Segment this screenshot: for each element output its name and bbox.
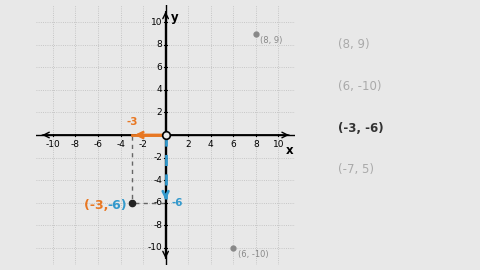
Text: -6: -6 (94, 140, 103, 149)
Text: (8, 9): (8, 9) (338, 38, 370, 51)
Text: -8: -8 (153, 221, 162, 230)
Text: -2: -2 (153, 153, 162, 162)
Text: -10: -10 (46, 140, 60, 149)
Text: -6: -6 (171, 198, 183, 208)
Text: (6, -10): (6, -10) (338, 80, 382, 93)
Text: 6: 6 (230, 140, 236, 149)
Text: 4: 4 (208, 140, 214, 149)
Text: (-3,: (-3, (84, 200, 113, 212)
Text: 10: 10 (151, 18, 162, 27)
Text: 4: 4 (156, 85, 162, 94)
Text: 2: 2 (185, 140, 191, 149)
Text: -4: -4 (116, 140, 125, 149)
Text: 8: 8 (253, 140, 259, 149)
Text: -6): -6) (108, 200, 127, 212)
Text: -6: -6 (153, 198, 162, 207)
Text: -3: -3 (126, 117, 138, 127)
Text: 2: 2 (156, 108, 162, 117)
Text: (6, -10): (6, -10) (238, 250, 268, 259)
Text: (-7, 5): (-7, 5) (338, 163, 374, 176)
Text: x: x (286, 144, 293, 157)
Text: y: y (171, 11, 179, 24)
Text: (8, 9): (8, 9) (260, 36, 283, 45)
Text: 8: 8 (156, 40, 162, 49)
Text: (-3, -6): (-3, -6) (338, 122, 384, 134)
Text: -8: -8 (71, 140, 80, 149)
Text: -4: -4 (153, 176, 162, 185)
Text: 6: 6 (156, 63, 162, 72)
Text: -2: -2 (139, 140, 147, 149)
Text: -10: -10 (147, 243, 162, 252)
Text: 10: 10 (273, 140, 284, 149)
